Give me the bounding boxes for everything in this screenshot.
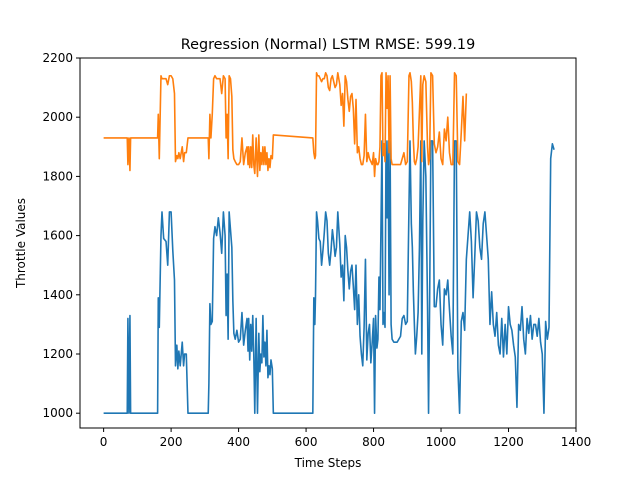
y-tick-label: 1200	[42, 347, 73, 361]
x-axis: 0 200 400 600 800 1000 1200 1400	[100, 428, 591, 449]
x-tick-label: 400	[227, 435, 250, 449]
y-tick-label: 1400	[42, 288, 73, 302]
x-tick-label: 1000	[426, 435, 457, 449]
plot-frame	[79, 57, 577, 429]
series-line-2	[103, 72, 468, 178]
x-tick-label: 0	[100, 435, 108, 449]
series-layer	[103, 72, 555, 415]
x-tick-label: 1200	[493, 435, 524, 449]
y-tick-label: 2000	[42, 110, 73, 124]
y-axis-title: Throttle Values	[14, 198, 28, 289]
chart-title: Regression (Normal) LSTM RMSE: 599.19	[181, 37, 476, 53]
y-tick-label: 1800	[42, 169, 73, 183]
y-axis: 1000 1200 1400 1600 1800 2000 2200	[42, 51, 80, 420]
y-tick-label: 2200	[42, 51, 73, 65]
x-tick-label: 1400	[561, 435, 592, 449]
x-axis-title: Time Steps	[294, 456, 362, 470]
series-line-1	[103, 140, 555, 415]
x-tick-label: 200	[160, 435, 183, 449]
y-tick-label: 1600	[42, 229, 73, 243]
x-tick-label: 800	[362, 435, 385, 449]
x-tick-label: 600	[295, 435, 318, 449]
y-tick-label: 1000	[42, 406, 73, 420]
